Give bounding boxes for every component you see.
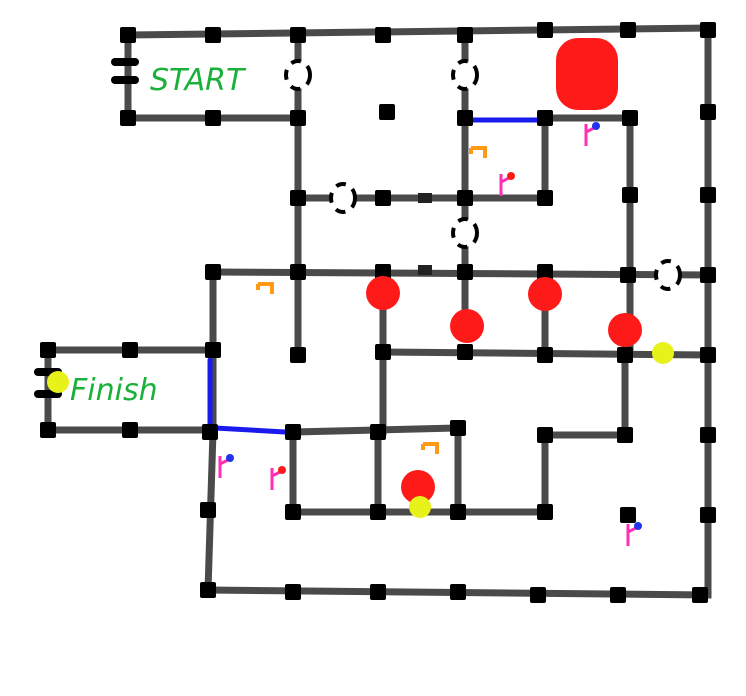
post-icon <box>700 187 716 203</box>
post-icon <box>120 110 136 126</box>
gap-marker-icon <box>284 59 312 91</box>
red-marker-icon <box>366 276 400 310</box>
red-marker-icon <box>528 277 562 311</box>
wall-tick <box>418 265 432 275</box>
post-icon <box>370 424 386 440</box>
gap-marker-icon <box>654 259 682 291</box>
post-icon <box>537 347 553 363</box>
maze-wall <box>124 24 712 39</box>
flag-icon <box>270 466 286 490</box>
post-icon <box>620 507 636 523</box>
post-icon <box>290 110 306 126</box>
post-icon <box>290 27 306 43</box>
flag-icon <box>584 122 600 146</box>
gap-marker-icon <box>451 217 479 249</box>
post-icon <box>457 264 473 280</box>
post-icon <box>200 582 216 598</box>
post-icon <box>610 587 626 603</box>
post-icon <box>375 190 391 206</box>
post-icon <box>700 427 716 443</box>
post-icon <box>40 422 56 438</box>
post-icon <box>537 264 553 280</box>
red-marker-icon <box>608 313 642 347</box>
post-icon <box>120 27 136 43</box>
post-icon <box>285 504 301 520</box>
post-icon <box>700 507 716 523</box>
post-icon <box>285 584 301 600</box>
post-icon <box>450 420 466 436</box>
post-icon <box>537 22 553 38</box>
maze-gaps <box>34 58 682 398</box>
post-icon <box>450 504 466 520</box>
start-label: START <box>150 63 247 98</box>
finish-label: Finish <box>70 373 158 408</box>
gap-marker-icon <box>451 59 479 91</box>
yellow-marker-icon <box>409 496 431 518</box>
post-icon <box>375 344 391 360</box>
yellow-marker-icon <box>47 371 69 393</box>
post-icon <box>122 422 138 438</box>
wall-tick <box>418 193 432 203</box>
post-icon <box>205 27 221 43</box>
red-block-icon <box>556 38 618 110</box>
post-icon <box>537 110 553 126</box>
post-icon <box>370 584 386 600</box>
flag-icon <box>218 454 234 478</box>
post-icon <box>617 347 633 363</box>
maze-markers <box>47 38 674 546</box>
post-icon <box>620 267 636 283</box>
post-icon <box>620 22 636 38</box>
post-icon <box>700 104 716 120</box>
post-icon <box>379 104 395 120</box>
door <box>212 425 288 435</box>
key-icon <box>421 442 439 454</box>
post-icon <box>457 190 473 206</box>
flag-icon <box>626 522 642 546</box>
post-icon <box>200 502 216 518</box>
post-icon <box>622 187 638 203</box>
post-icon <box>202 424 218 440</box>
post-icon <box>290 347 306 363</box>
post-icon <box>457 344 473 360</box>
post-icon <box>205 264 221 280</box>
yellow-marker-icon <box>652 342 674 364</box>
gap-marker-icon <box>329 182 357 214</box>
post-icon <box>537 504 553 520</box>
post-icon <box>205 110 221 126</box>
post-icon <box>450 584 466 600</box>
post-icon <box>290 264 306 280</box>
entrance-bar <box>111 76 139 84</box>
post-icon <box>457 110 473 126</box>
post-icon <box>122 342 138 358</box>
red-marker-icon <box>450 309 484 343</box>
post-icon <box>205 342 221 358</box>
post-icon <box>537 427 553 443</box>
post-icon <box>700 267 716 283</box>
flag-icon <box>499 172 515 196</box>
post-icon <box>375 264 391 280</box>
post-icon <box>285 424 301 440</box>
post-icon <box>40 342 56 358</box>
red-marker-icon <box>401 470 435 504</box>
post-icon <box>375 27 391 43</box>
key-icon <box>469 146 487 158</box>
post-icon <box>530 587 546 603</box>
post-icon <box>370 504 386 520</box>
entrance-bar <box>111 58 139 66</box>
post-icon <box>537 190 553 206</box>
post-icon <box>290 190 306 206</box>
maze-posts <box>40 22 716 603</box>
key-icon <box>256 282 274 294</box>
post-icon <box>700 22 716 38</box>
maze-doors <box>207 117 548 435</box>
post-icon <box>692 587 708 603</box>
post-icon <box>700 347 716 363</box>
post-icon <box>622 110 638 126</box>
post-icon <box>457 27 473 43</box>
post-icon <box>617 427 633 443</box>
